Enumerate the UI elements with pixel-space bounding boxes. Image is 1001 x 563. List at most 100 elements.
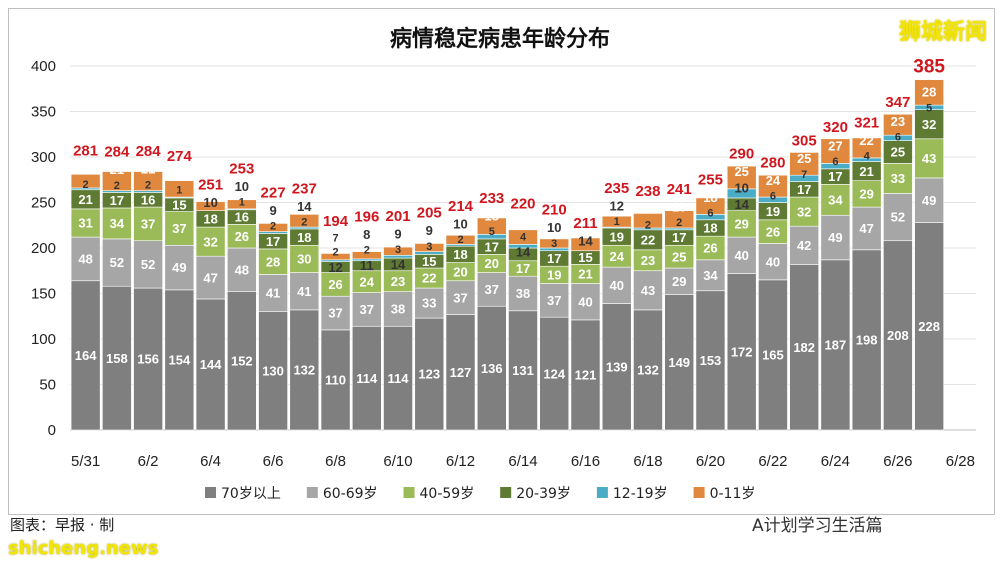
bar-segment bbox=[570, 283, 601, 321]
total-label: 274 bbox=[167, 148, 193, 165]
data-label: 18 bbox=[172, 167, 186, 182]
x-tick-label: 6/22 bbox=[758, 453, 787, 470]
total-label: 214 bbox=[448, 198, 474, 215]
bar-segment bbox=[695, 259, 726, 292]
x-tick-label: 6/28 bbox=[946, 453, 975, 470]
bar-segment bbox=[70, 280, 101, 431]
data-label: 12 bbox=[609, 199, 623, 214]
data-label: 47 bbox=[203, 270, 217, 285]
bar-segment bbox=[102, 171, 132, 191]
data-label: 38 bbox=[516, 286, 530, 301]
total-label: 201 bbox=[386, 208, 411, 225]
data-label: 14 bbox=[391, 257, 406, 272]
bar-segment bbox=[789, 152, 819, 176]
bar-segment bbox=[851, 137, 882, 159]
watermark-bottom: shicheng.news bbox=[8, 538, 159, 559]
bar-segment bbox=[508, 229, 538, 245]
data-label: 43 bbox=[922, 151, 936, 166]
total-label: 238 bbox=[635, 183, 660, 200]
total-label: 233 bbox=[479, 190, 504, 207]
bar-segment bbox=[258, 274, 288, 313]
data-label: 52 bbox=[891, 210, 905, 225]
data-label: 41 bbox=[266, 286, 280, 301]
bar-segment bbox=[133, 240, 163, 289]
data-label: 18 bbox=[485, 209, 499, 224]
total-label: 255 bbox=[698, 171, 723, 188]
data-label: 19 bbox=[672, 199, 686, 214]
bar-segment bbox=[258, 311, 288, 431]
data-label: 17 bbox=[485, 239, 499, 254]
data-label: 31 bbox=[78, 216, 92, 231]
data-label: 17 bbox=[516, 261, 530, 276]
data-label: 208 bbox=[887, 328, 909, 343]
bar-segment bbox=[383, 246, 413, 256]
data-label: 26 bbox=[235, 229, 249, 244]
data-label: 132 bbox=[637, 363, 659, 378]
data-label: 22 bbox=[641, 232, 655, 247]
data-label: 15 bbox=[172, 197, 186, 212]
data-label: 17 bbox=[672, 230, 686, 245]
data-label: 12 bbox=[328, 260, 342, 275]
bar-segment bbox=[914, 109, 944, 140]
data-label: 131 bbox=[512, 363, 534, 378]
bar-segment bbox=[414, 317, 445, 431]
total-label: 210 bbox=[542, 202, 567, 219]
data-label: 11 bbox=[360, 258, 374, 273]
data-label: 10 bbox=[453, 216, 467, 231]
total-label: 237 bbox=[292, 180, 317, 197]
data-label: 25 bbox=[672, 249, 686, 264]
x-tick-label: 6/16 bbox=[571, 453, 600, 470]
data-label: 34 bbox=[703, 268, 718, 283]
data-label: 25 bbox=[734, 164, 748, 179]
total-label: 280 bbox=[760, 155, 785, 172]
y-tick-label: 400 bbox=[31, 58, 56, 75]
data-label: 15 bbox=[422, 254, 436, 269]
data-label: 24 bbox=[766, 173, 781, 188]
total-label: 227 bbox=[261, 185, 286, 202]
y-tick-label: 300 bbox=[31, 149, 56, 166]
total-label: 290 bbox=[729, 145, 754, 162]
data-label: 15 bbox=[78, 161, 92, 176]
total-label: 284 bbox=[136, 143, 162, 160]
data-label: 23 bbox=[641, 253, 655, 268]
data-label: 152 bbox=[231, 354, 253, 369]
data-label: 40 bbox=[734, 248, 748, 263]
legend-swatch bbox=[205, 487, 216, 498]
x-tick-label: 6/12 bbox=[446, 453, 475, 470]
bar-segment bbox=[539, 316, 570, 431]
data-label: 114 bbox=[388, 371, 410, 386]
data-label: 228 bbox=[918, 319, 940, 334]
y-tick-label: 200 bbox=[31, 240, 56, 257]
legend-label: 0-11岁 bbox=[710, 486, 756, 502]
bar-segment bbox=[664, 294, 695, 431]
data-label: 2 bbox=[114, 180, 120, 192]
data-label: 19 bbox=[609, 229, 623, 244]
data-label: 144 bbox=[200, 357, 222, 372]
bar-segment bbox=[195, 226, 226, 257]
bar-segment bbox=[726, 236, 757, 274]
data-label: 20 bbox=[485, 256, 499, 271]
legend-swatch bbox=[596, 487, 608, 498]
data-label: 7 bbox=[332, 232, 338, 244]
bar-segment bbox=[445, 280, 476, 315]
bar-segment bbox=[351, 292, 382, 327]
bar-segment bbox=[445, 234, 476, 245]
data-label: 10 bbox=[547, 220, 561, 235]
bar-segment bbox=[195, 298, 226, 431]
data-label: 38 bbox=[391, 302, 405, 317]
data-label: 23 bbox=[891, 114, 905, 129]
bar-segment bbox=[758, 174, 788, 198]
y-tick-label: 100 bbox=[31, 331, 56, 348]
data-label: 17 bbox=[266, 234, 280, 249]
data-label: 2 bbox=[145, 179, 151, 191]
data-label: 37 bbox=[547, 293, 561, 308]
data-label: 16 bbox=[641, 202, 655, 217]
bar-segment bbox=[414, 287, 445, 319]
data-label: 3 bbox=[426, 241, 432, 253]
data-label: 132 bbox=[293, 363, 315, 378]
bar-segment bbox=[133, 287, 163, 431]
data-label: 37 bbox=[453, 290, 467, 305]
data-label: 29 bbox=[859, 187, 873, 202]
bar-segment bbox=[570, 319, 601, 431]
data-label: 52 bbox=[110, 255, 124, 270]
